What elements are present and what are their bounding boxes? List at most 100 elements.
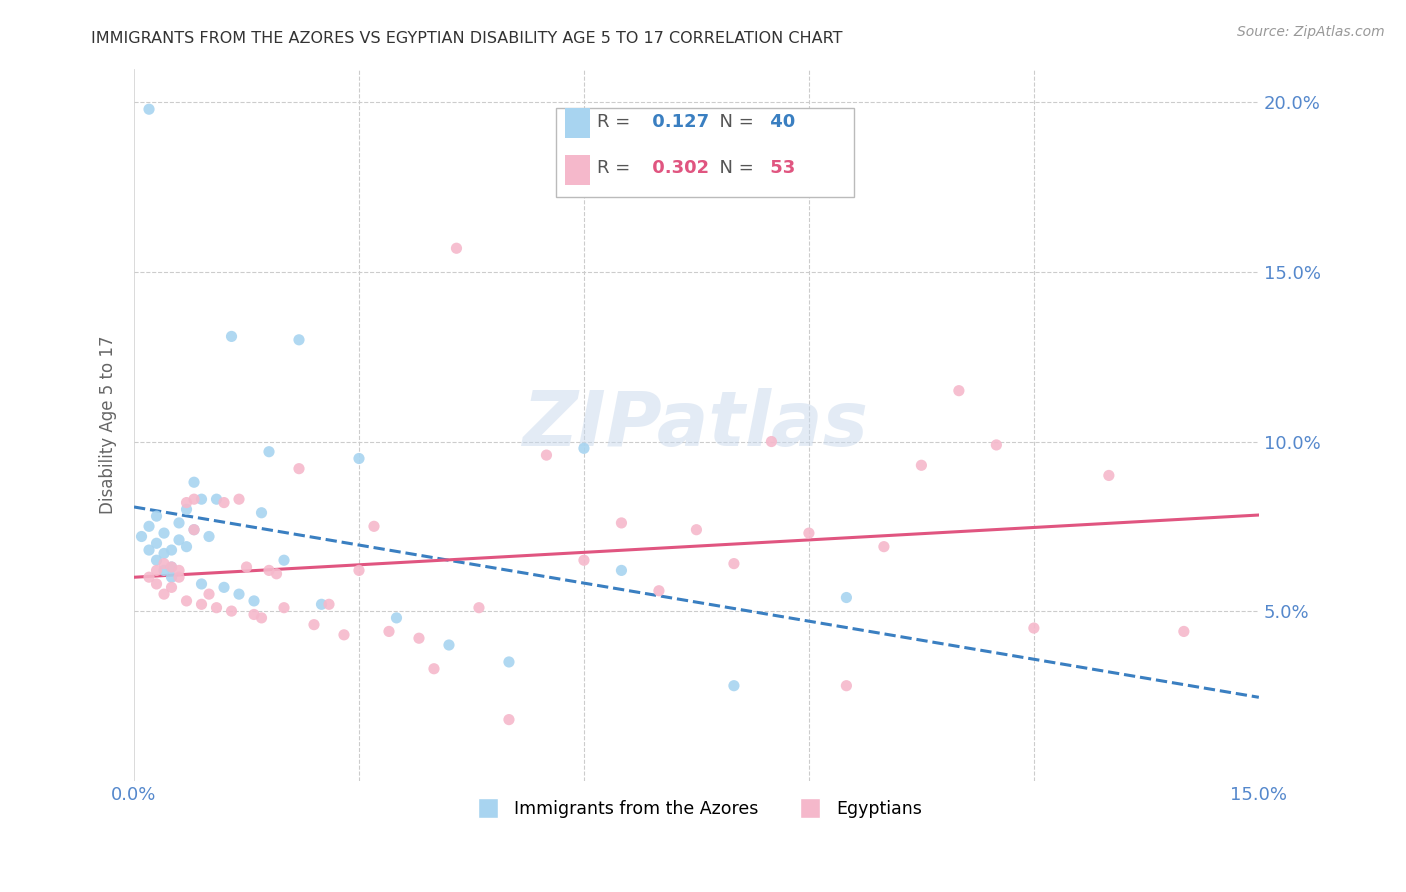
Point: [385, 611, 408, 625]
Point: [198, 587, 221, 601]
Point: [228, 587, 250, 601]
Point: [347, 563, 370, 577]
Point: [221, 329, 243, 343]
Point: [145, 509, 167, 524]
Text: 0.302: 0.302: [645, 159, 709, 178]
Legend: Immigrants from the Azores, Egyptians: Immigrants from the Azores, Egyptians: [464, 794, 929, 825]
Point: [160, 560, 183, 574]
Point: [423, 662, 446, 676]
Point: [183, 523, 205, 537]
Point: [176, 495, 198, 509]
Point: [190, 492, 212, 507]
Point: [288, 461, 311, 475]
Point: [138, 570, 160, 584]
Point: [153, 563, 176, 577]
Text: 0.127: 0.127: [645, 113, 709, 131]
Point: [228, 492, 250, 507]
Point: [468, 600, 491, 615]
Point: [761, 434, 783, 449]
Point: [183, 492, 205, 507]
Point: [176, 540, 198, 554]
Point: [145, 577, 167, 591]
Point: [311, 597, 333, 611]
Point: [257, 444, 280, 458]
Point: [910, 458, 932, 473]
Point: [243, 594, 266, 608]
Point: [723, 679, 745, 693]
Point: [948, 384, 970, 398]
Point: [160, 560, 183, 574]
Point: [318, 597, 340, 611]
Text: IMMIGRANTS FROM THE AZORES VS EGYPTIAN DISABILITY AGE 5 TO 17 CORRELATION CHART: IMMIGRANTS FROM THE AZORES VS EGYPTIAN D…: [91, 31, 842, 46]
Point: [160, 580, 183, 594]
Point: [273, 600, 295, 615]
Point: [498, 713, 520, 727]
FancyBboxPatch shape: [555, 108, 853, 197]
Point: [723, 557, 745, 571]
Point: [183, 475, 205, 490]
Point: [347, 451, 370, 466]
Point: [205, 600, 228, 615]
Point: [167, 516, 190, 530]
Point: [610, 563, 633, 577]
Point: [131, 529, 153, 543]
Point: [167, 533, 190, 547]
Point: [446, 241, 468, 255]
Point: [176, 594, 198, 608]
Point: [250, 506, 273, 520]
Bar: [565, 154, 589, 185]
Point: [145, 563, 167, 577]
Bar: [565, 108, 589, 137]
Point: [183, 523, 205, 537]
Point: [797, 526, 820, 541]
Point: [437, 638, 460, 652]
Point: [153, 526, 176, 541]
Point: [1173, 624, 1195, 639]
Point: [138, 102, 160, 116]
Point: [176, 502, 198, 516]
Point: [363, 519, 385, 533]
Point: [288, 333, 311, 347]
Point: [198, 529, 221, 543]
Point: [250, 611, 273, 625]
Point: [333, 628, 356, 642]
Point: [138, 543, 160, 558]
Point: [610, 516, 633, 530]
Point: [986, 438, 1008, 452]
Point: [835, 679, 858, 693]
Point: [221, 604, 243, 618]
Point: [212, 495, 235, 509]
Point: [873, 540, 896, 554]
Y-axis label: Disability Age 5 to 17: Disability Age 5 to 17: [100, 335, 117, 514]
Point: [160, 543, 183, 558]
Point: [572, 553, 595, 567]
Point: [685, 523, 707, 537]
Point: [1022, 621, 1045, 635]
Text: 53: 53: [763, 159, 796, 178]
Point: [1098, 468, 1121, 483]
Point: [160, 570, 183, 584]
Text: Source: ZipAtlas.com: Source: ZipAtlas.com: [1237, 25, 1385, 39]
Text: ZIPatlas: ZIPatlas: [523, 388, 869, 461]
Text: N =: N =: [707, 113, 759, 131]
Point: [190, 577, 212, 591]
Point: [153, 587, 176, 601]
Point: [190, 597, 212, 611]
Point: [205, 492, 228, 507]
Point: [648, 583, 671, 598]
Point: [835, 591, 858, 605]
Point: [273, 553, 295, 567]
Text: R =: R =: [598, 159, 637, 178]
Point: [243, 607, 266, 622]
Point: [257, 563, 280, 577]
Point: [145, 553, 167, 567]
Point: [536, 448, 558, 462]
Point: [153, 557, 176, 571]
Point: [212, 580, 235, 594]
Text: 40: 40: [763, 113, 796, 131]
Text: N =: N =: [707, 159, 759, 178]
Point: [167, 563, 190, 577]
Point: [572, 442, 595, 456]
Point: [235, 560, 257, 574]
Point: [167, 570, 190, 584]
